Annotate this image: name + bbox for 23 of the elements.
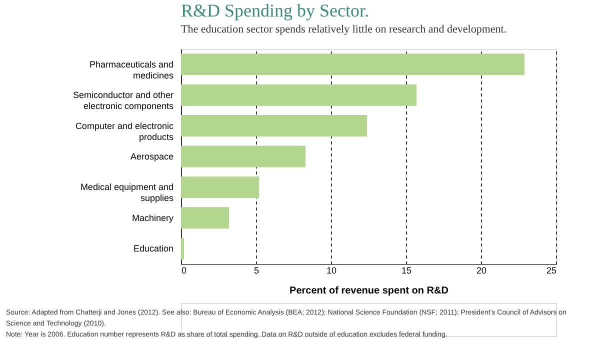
y-tick-label: Medical equipment and supplies [80, 182, 174, 204]
x-tick-label: 5 [254, 266, 260, 276]
bar [181, 54, 524, 76]
x-tick-label: 25 [546, 266, 556, 276]
y-tick-label: Aerospace [130, 152, 174, 162]
x-axis-title: Percent of revenue spent on R&D [290, 286, 448, 296]
bar [181, 207, 229, 229]
y-tick-label: Education [133, 244, 174, 254]
chart-subtitle: The education sector spends relatively little on research and development. [181, 24, 507, 36]
bar [181, 84, 416, 106]
y-tick-label: Machinery [132, 212, 174, 223]
bar [181, 238, 184, 260]
x-tick-label: 10 [326, 266, 337, 276]
y-tick-label: Pharmaceuticals and medicines [89, 59, 174, 80]
bar [181, 176, 259, 198]
chart-title: R&D Spending by Sector. [181, 0, 369, 20]
x-tick-label: 15 [401, 266, 412, 276]
x-tick-label: 0 [182, 266, 187, 276]
bar [181, 115, 367, 137]
y-tick-label: Semiconductor and other electronic components [72, 90, 174, 112]
y-tick-label: Computer and electronic products [75, 120, 174, 142]
x-tick-label: 20 [476, 266, 487, 276]
bar [181, 146, 306, 168]
